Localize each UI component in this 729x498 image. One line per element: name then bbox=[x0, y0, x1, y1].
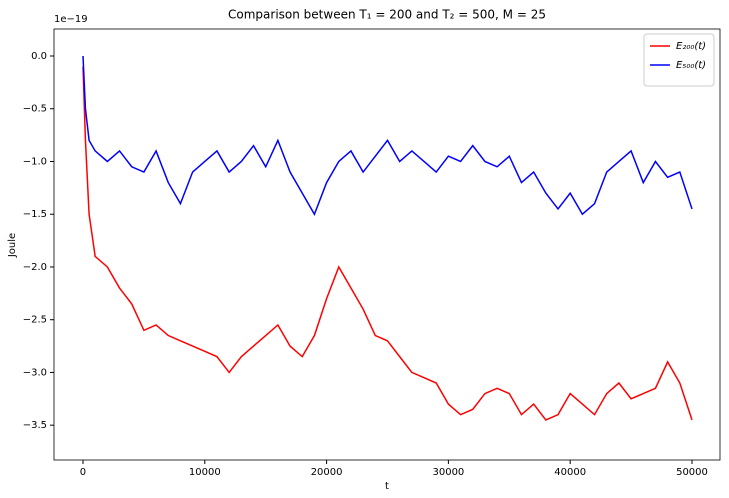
x-axis-label: t bbox=[385, 481, 389, 492]
series-line bbox=[82, 66, 693, 421]
y-tick-label: −0.5 bbox=[23, 104, 47, 115]
x-tick-label: 10000 bbox=[189, 467, 221, 478]
y-tick-label: −3.0 bbox=[23, 367, 47, 378]
offset-text: 1e−19 bbox=[54, 14, 88, 25]
y-tick-label: 0.0 bbox=[31, 51, 47, 62]
x-tick-label: 30000 bbox=[432, 467, 464, 478]
legend-label: E₂₀₀(t) bbox=[676, 41, 706, 52]
legend-label: E₅₀₀(t) bbox=[676, 60, 706, 71]
x-tick-label: 20000 bbox=[311, 467, 343, 478]
x-tick-label: 50000 bbox=[676, 467, 708, 478]
plot-frame bbox=[53, 28, 721, 461]
y-tick-label: −3.5 bbox=[23, 420, 47, 431]
y-tick-label: −1.5 bbox=[23, 209, 47, 220]
y-axis-label: Joule bbox=[7, 233, 18, 258]
legend-box bbox=[643, 33, 715, 87]
x-tick-label: 0 bbox=[80, 467, 86, 478]
y-tick-label: −2.0 bbox=[23, 262, 47, 273]
x-tick-label: 40000 bbox=[554, 467, 586, 478]
chart-title: Comparison between T₁ = 200 and T₂ = 500… bbox=[228, 8, 546, 22]
y-tick-label: −2.5 bbox=[23, 315, 47, 326]
y-tick-label: −1.0 bbox=[23, 156, 47, 167]
series-line bbox=[82, 55, 693, 216]
